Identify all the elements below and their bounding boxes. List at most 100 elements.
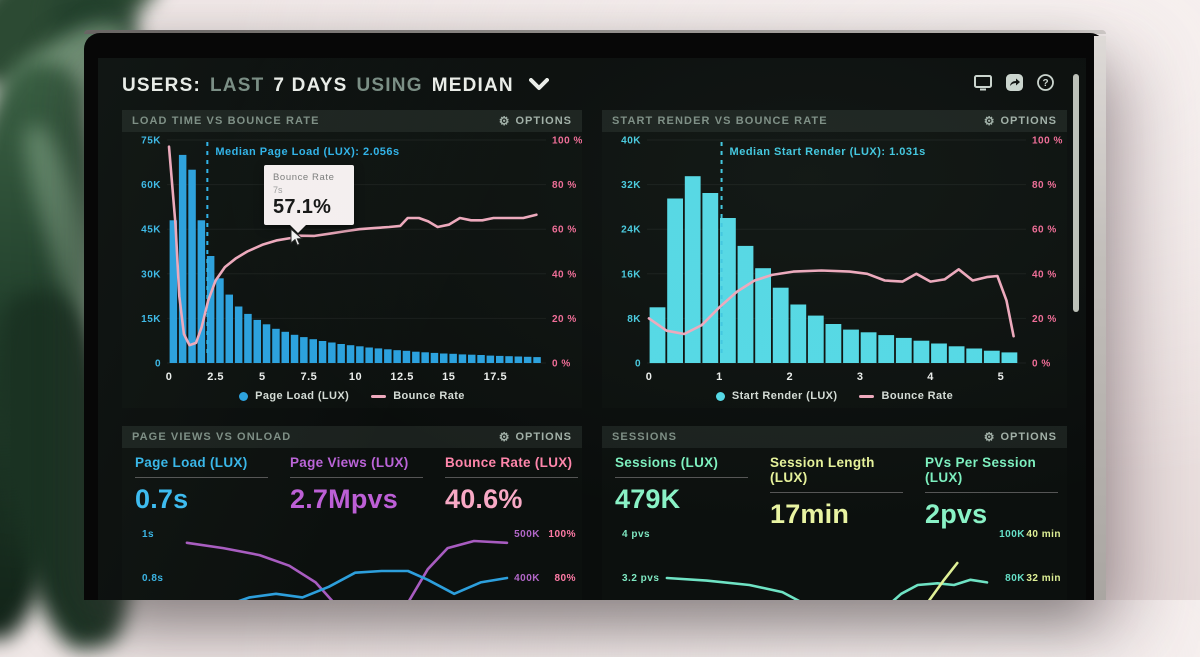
panel-start-render-header: START RENDER VS BOUNCE RATE ⚙ OPTIONS: [602, 110, 1067, 132]
options-label: OPTIONS: [1000, 431, 1057, 443]
svg-text:75K: 75K: [141, 136, 161, 147]
svg-text:4 pvs: 4 pvs: [622, 529, 650, 540]
svg-text:0: 0: [646, 371, 653, 383]
svg-text:45K: 45K: [141, 225, 161, 236]
svg-text:2: 2: [786, 371, 793, 383]
panel-sessions: SESSIONS ⚙ OPTIONS Sessions (LUX) 479K S…: [602, 426, 1067, 600]
dashboard-header: USERS: LAST 7 DAYS USING MEDIAN: [122, 70, 1062, 102]
options-button[interactable]: ⚙ OPTIONS: [984, 115, 1057, 127]
svg-text:0.8s: 0.8s: [142, 573, 163, 584]
svg-text:30K: 30K: [141, 269, 161, 280]
sessions-mini-chart[interactable]: 4 pvs 3.2 pvs 100K 40 min 80K 32 min: [602, 525, 1067, 600]
laptop-top-edge: [84, 30, 1106, 34]
load-time-chart[interactable]: 75K 100 % 60K 80 % 45K 60 % 30K 40 % 15K 20 % 0 0 %…: [122, 132, 582, 408]
svg-text:40K: 40K: [621, 136, 641, 147]
options-button[interactable]: ⚙ OPTIONS: [499, 431, 572, 443]
share-icon[interactable]: [1006, 74, 1023, 91]
svg-text:0: 0: [155, 359, 161, 370]
svg-text:3.2 pvs: 3.2 pvs: [622, 573, 659, 584]
svg-text:12.5: 12.5: [390, 371, 413, 383]
svg-text:40 min: 40 min: [1026, 529, 1061, 540]
legend-dot: [239, 391, 249, 401]
title-7days: 7 DAYS: [273, 75, 348, 96]
svg-text:40 %: 40 %: [552, 269, 577, 280]
legend-start-render: Start Render (LUX): [715, 390, 838, 402]
metric-row: Page Load (LUX) 0.7s Page Views (LUX) 2.…: [122, 448, 582, 515]
chart-legend: Start Render (LUX) Bounce Rate: [602, 390, 1067, 402]
svg-text:17.5: 17.5: [484, 371, 507, 383]
svg-text:5: 5: [998, 371, 1005, 383]
svg-text:100 %: 100 %: [1032, 136, 1063, 147]
svg-text:0 %: 0 %: [1032, 359, 1051, 370]
svg-text:Median Start Render (LUX): 1.0: Median Start Render (LUX): 1.031s: [730, 146, 926, 158]
svg-text:4: 4: [927, 371, 934, 383]
svg-text:32K: 32K: [621, 180, 641, 191]
svg-text:500K: 500K: [514, 529, 540, 540]
svg-text:60 %: 60 %: [552, 225, 577, 236]
svg-text:32 min: 32 min: [1026, 573, 1061, 584]
chart-tooltip: Bounce Rate 7s 57.1%: [264, 165, 354, 233]
gear-icon: ⚙: [498, 114, 511, 128]
svg-text:80K: 80K: [1005, 573, 1025, 584]
svg-text:10: 10: [349, 371, 362, 383]
metric-pvs-per-session: PVs Per Session (LUX) 2pvs: [925, 455, 1058, 530]
gear-icon: ⚙: [983, 430, 996, 444]
tooltip-value: 57.1%: [273, 196, 332, 218]
title-median: MEDIAN: [431, 75, 514, 96]
chart-legend: Page Load (LUX) Bounce Rate: [122, 390, 582, 402]
panel-title: SESSIONS: [612, 431, 678, 443]
svg-text:20 %: 20 %: [1032, 314, 1057, 325]
svg-text:80 %: 80 %: [1032, 180, 1057, 191]
panel-title: PAGE VIEWS VS ONLOAD: [132, 431, 292, 443]
title-last: LAST: [210, 75, 265, 96]
metric-session-length: Session Length (LUX) 17min: [770, 455, 903, 530]
svg-text:100 %: 100 %: [552, 136, 582, 147]
options-label: OPTIONS: [515, 115, 572, 127]
panel-load-time: LOAD TIME VS BOUNCE RATE ⚙ OPTIONS 75K 10…: [122, 110, 582, 408]
svg-text:2.5: 2.5: [207, 371, 224, 383]
svg-text:40 %: 40 %: [1032, 269, 1057, 280]
options-label: OPTIONS: [515, 431, 572, 443]
svg-text:60K: 60K: [141, 180, 161, 191]
title-users: USERS:: [122, 75, 201, 96]
svg-text:80 %: 80 %: [552, 180, 577, 191]
legend-page-load: Page Load (LUX): [239, 390, 349, 402]
svg-text:16K: 16K: [621, 269, 641, 280]
tooltip-series: Bounce Rate: [273, 172, 335, 183]
metric-sessions: Sessions (LUX) 479K: [615, 455, 748, 530]
options-button[interactable]: ⚙ OPTIONS: [984, 431, 1057, 443]
legend-bounce-rate: Bounce Rate: [371, 390, 465, 402]
svg-text:?: ?: [1042, 78, 1048, 89]
display-icon[interactable]: [974, 74, 992, 91]
options-label: OPTIONS: [1000, 115, 1057, 127]
panel-page-views: PAGE VIEWS VS ONLOAD ⚙ OPTIONS Page Load…: [122, 426, 582, 600]
panel-title: START RENDER VS BOUNCE RATE: [612, 115, 828, 127]
legend-dot: [715, 391, 725, 401]
svg-text:8K: 8K: [627, 314, 641, 325]
svg-text:400K: 400K: [514, 573, 540, 584]
svg-text:7.5: 7.5: [300, 371, 317, 383]
legend-line-swatch: [859, 394, 875, 398]
users-filter-dropdown[interactable]: USERS: LAST 7 DAYS USING MEDIAN: [122, 75, 549, 97]
panel-page-views-header: PAGE VIEWS VS ONLOAD ⚙ OPTIONS: [122, 426, 582, 448]
svg-text:0: 0: [635, 359, 641, 370]
svg-text:5: 5: [259, 371, 266, 383]
metric-page-load: Page Load (LUX) 0.7s: [135, 455, 268, 515]
svg-text:100K: 100K: [999, 529, 1025, 540]
options-button[interactable]: ⚙ OPTIONS: [499, 115, 572, 127]
svg-text:60 %: 60 %: [1032, 225, 1057, 236]
svg-text:0 %: 0 %: [552, 359, 571, 370]
gear-icon: ⚙: [983, 114, 996, 128]
svg-text:24K: 24K: [621, 225, 641, 236]
svg-text:0: 0: [166, 371, 173, 383]
scrollbar-thumb[interactable]: [1073, 74, 1079, 312]
svg-text:15: 15: [442, 371, 455, 383]
svg-text:100%: 100%: [548, 529, 576, 540]
start-render-chart[interactable]: 40K 100 % 32K 80 % 24K 60 % 16K 40 % 8K 20 % 0 0 % M…: [602, 132, 1067, 408]
panel-load-time-header: LOAD TIME VS BOUNCE RATE ⚙ OPTIONS: [122, 110, 582, 132]
help-icon[interactable]: ?: [1037, 74, 1054, 91]
legend-line-swatch: [371, 394, 387, 398]
svg-text:3: 3: [857, 371, 864, 383]
metric-bounce-rate: Bounce Rate (LUX) 40.6%: [445, 455, 578, 515]
